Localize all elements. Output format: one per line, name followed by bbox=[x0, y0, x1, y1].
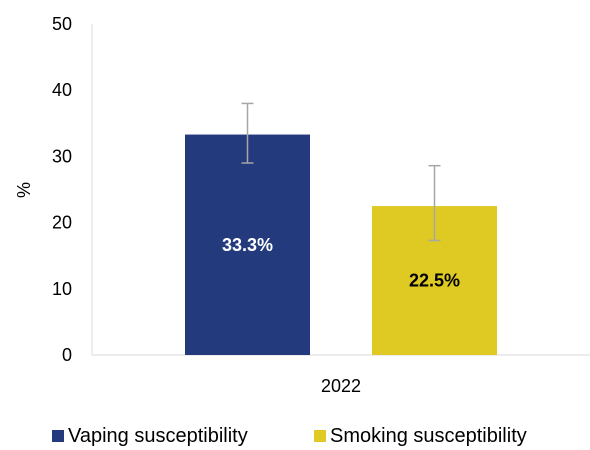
x-tick-label: 2022 bbox=[321, 376, 361, 396]
legend-item: Smoking susceptibility bbox=[314, 425, 527, 447]
y-tick-label: 50 bbox=[52, 14, 72, 34]
bar-vaping-susceptibility bbox=[185, 134, 310, 355]
legend-label: Smoking susceptibility bbox=[330, 425, 527, 447]
data-label: 33.3% bbox=[222, 235, 273, 255]
y-tick-label: 30 bbox=[52, 146, 72, 166]
y-tick-label: 10 bbox=[52, 279, 72, 299]
x-axis-ticks: 2022 bbox=[321, 376, 361, 396]
y-axis-ticks: 0 10 20 30 40 50 bbox=[52, 14, 72, 365]
legend-swatch bbox=[314, 430, 326, 442]
error-bar bbox=[241, 102, 254, 164]
y-tick-label: 40 bbox=[52, 80, 72, 100]
y-tick-label: 20 bbox=[52, 213, 72, 233]
legend-item: Vaping susceptibility bbox=[52, 425, 248, 447]
error-bar bbox=[428, 164, 441, 242]
legend-label: Vaping susceptibility bbox=[68, 425, 248, 447]
data-label: 22.5% bbox=[409, 271, 460, 291]
bars-group: 33.3% 22.5% bbox=[185, 102, 497, 355]
y-tick-label: 0 bbox=[62, 345, 72, 365]
legend-swatch bbox=[52, 430, 64, 442]
legend: Vaping susceptibility Smoking susceptibil… bbox=[52, 425, 527, 447]
y-axis-label: % bbox=[14, 182, 34, 198]
